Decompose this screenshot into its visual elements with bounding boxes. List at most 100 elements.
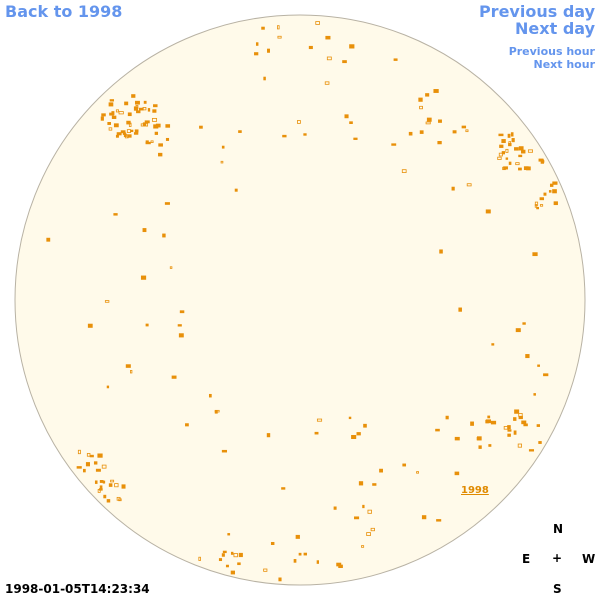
- feature: [362, 504, 365, 509]
- feature: [103, 494, 107, 499]
- feature: [527, 149, 533, 153]
- feature: [151, 117, 158, 122]
- feature: [255, 42, 259, 46]
- feature: [353, 137, 358, 140]
- feature: [418, 97, 423, 102]
- compass-north: N: [553, 522, 564, 536]
- feature: [198, 556, 201, 561]
- feature: [485, 419, 489, 424]
- feature: [351, 435, 357, 440]
- feature: [270, 541, 275, 546]
- feature: [466, 183, 472, 187]
- feature: [511, 138, 515, 143]
- feature: [539, 204, 544, 207]
- feature: [114, 483, 119, 488]
- feature: [108, 127, 113, 131]
- feature: [185, 423, 189, 427]
- feature: [532, 252, 538, 257]
- feature: [97, 453, 103, 458]
- feature: [549, 183, 554, 187]
- feature: [553, 201, 558, 206]
- feature: [277, 35, 282, 39]
- feature: [528, 449, 535, 452]
- feature: [135, 105, 139, 109]
- feature: [517, 443, 522, 448]
- feature: [234, 188, 238, 192]
- feature: [488, 444, 492, 447]
- compass-east: E: [522, 552, 531, 566]
- feature: [525, 354, 530, 359]
- feature: [150, 140, 154, 143]
- feature: [165, 137, 170, 141]
- feature: [134, 100, 140, 105]
- feature: [419, 105, 423, 110]
- feature: [133, 132, 139, 135]
- feature: [199, 125, 203, 129]
- feature: [421, 515, 427, 520]
- feature: [145, 141, 151, 145]
- feature: [543, 192, 547, 196]
- feature: [534, 204, 538, 208]
- feature: [154, 131, 159, 135]
- feature: [465, 129, 469, 133]
- feature: [507, 425, 511, 430]
- feature: [115, 134, 119, 138]
- feature: [104, 300, 110, 303]
- feature: [293, 559, 297, 563]
- feature: [179, 310, 185, 314]
- feature: [99, 479, 104, 483]
- feature: [521, 420, 527, 425]
- feature: [372, 483, 377, 486]
- feature: [233, 553, 238, 558]
- feature: [266, 433, 271, 438]
- feature: [101, 464, 107, 469]
- back-link[interactable]: Back to 1998: [5, 2, 123, 21]
- feature: [513, 430, 517, 435]
- feature: [425, 121, 431, 125]
- feature: [237, 562, 241, 566]
- feature: [124, 101, 129, 106]
- feature: [342, 60, 347, 64]
- feature: [497, 156, 502, 160]
- feature: [214, 409, 220, 413]
- feature: [106, 499, 111, 503]
- feature: [303, 133, 307, 136]
- feature: [485, 209, 491, 214]
- feature: [367, 509, 372, 514]
- feature: [101, 113, 106, 117]
- feature: [433, 89, 439, 93]
- feature: [94, 480, 98, 484]
- next-day-link[interactable]: Next day: [515, 19, 595, 38]
- feature: [225, 564, 229, 568]
- feature: [227, 533, 231, 536]
- feature: [508, 161, 512, 165]
- previous-hour-link[interactable]: Previous hour: [508, 45, 595, 58]
- feature: [478, 445, 482, 449]
- next-hour-link[interactable]: Next hour: [533, 58, 596, 71]
- feature: [370, 527, 375, 532]
- feature: [490, 420, 497, 425]
- feature: [109, 99, 115, 102]
- feature: [140, 123, 146, 127]
- feature: [277, 25, 280, 30]
- feature: [356, 432, 361, 436]
- feature: [281, 487, 286, 490]
- feature: [536, 206, 540, 210]
- feature: [116, 132, 122, 136]
- feature: [425, 93, 430, 97]
- feature: [326, 56, 332, 61]
- feature: [349, 44, 355, 49]
- feature: [108, 483, 113, 487]
- feature: [82, 468, 86, 473]
- feature: [336, 562, 342, 567]
- feature: [98, 488, 103, 491]
- feature: [169, 266, 173, 269]
- feature: [510, 132, 514, 137]
- feature: [278, 577, 282, 582]
- feature: [165, 124, 171, 128]
- year-link[interactable]: 1998: [461, 485, 489, 496]
- feature: [454, 471, 460, 476]
- feature: [426, 117, 432, 122]
- previous-day-link[interactable]: Previous day: [478, 2, 595, 21]
- feature: [118, 111, 124, 115]
